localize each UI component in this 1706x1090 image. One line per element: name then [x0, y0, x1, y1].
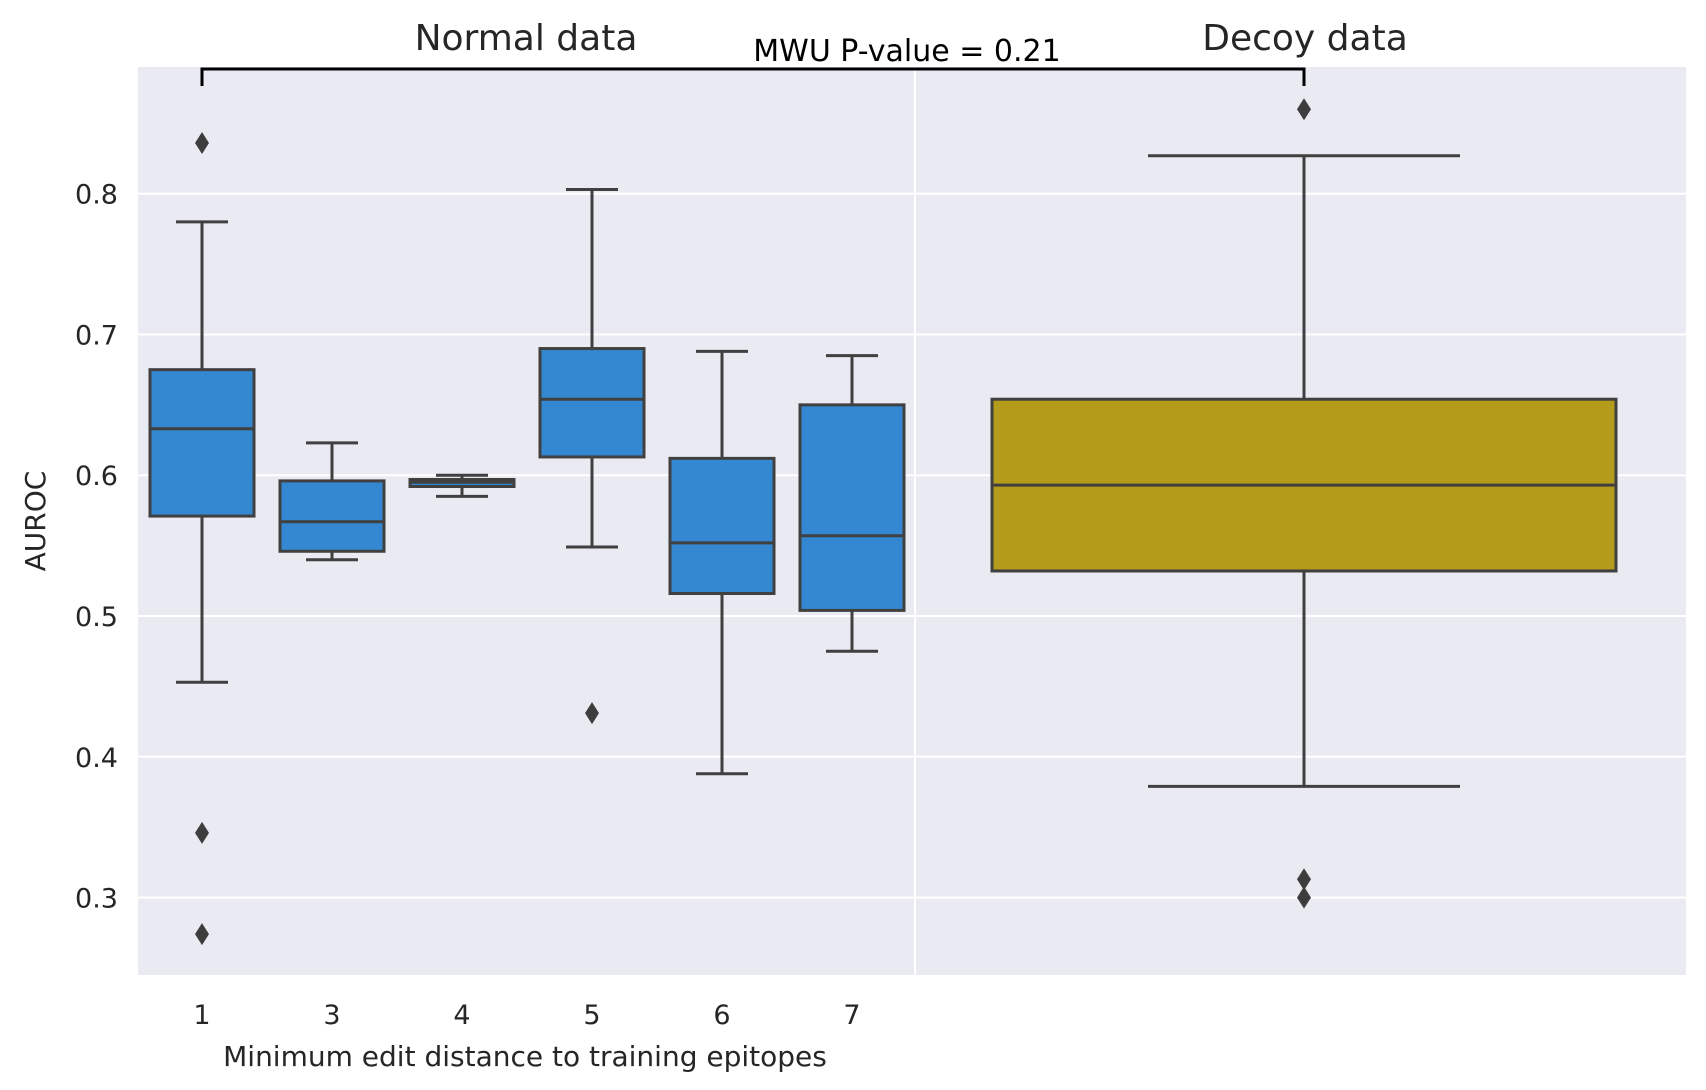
y-tick-label: 0.5	[75, 602, 118, 633]
x-tick-label: 4	[453, 1000, 470, 1031]
y-tick-label: 0.4	[75, 743, 118, 774]
y-axis-label: AUROC	[19, 471, 52, 572]
significance-bracket	[200, 67, 1306, 86]
x-tick-label: 7	[843, 1000, 860, 1031]
boxes	[148, 98, 1618, 946]
iqr-box	[798, 403, 906, 612]
mwu-annotation: MWU P-value = 0.21	[753, 34, 1060, 69]
y-tick-label: 0.8	[75, 180, 118, 211]
grid-lines	[138, 192, 1686, 899]
box-category-6	[668, 349, 776, 776]
group-label-normal: Normal data	[415, 18, 638, 59]
box-category-1	[148, 132, 256, 946]
y-tick-label: 0.3	[75, 884, 118, 915]
box-category-3	[278, 441, 386, 562]
outlier-point	[1297, 868, 1311, 891]
outlier-point	[195, 821, 209, 844]
outlier-point	[585, 702, 599, 725]
outlier-point	[195, 132, 209, 155]
group-label-decoy: Decoy data	[1202, 18, 1408, 59]
iqr-box	[148, 368, 256, 518]
x-tick-labels: 1 3 4 5 6 7	[193, 1000, 860, 1031]
x-tick-label: 5	[583, 1000, 600, 1031]
y-tick-label: 0.7	[75, 320, 118, 351]
x-axis-label: Minimum edit distance to training epitop…	[223, 1040, 827, 1073]
outlier-point	[1297, 886, 1311, 909]
y-tick-labels: 0.3 0.4 0.5 0.6 0.7 0.8	[75, 180, 118, 915]
box-category-5	[538, 187, 646, 725]
iqr-box	[278, 479, 386, 553]
x-tick-label: 1	[193, 1000, 210, 1031]
x-tick-label: 6	[713, 1000, 730, 1031]
outlier-point	[1297, 98, 1311, 121]
y-tick-label: 0.6	[75, 461, 118, 492]
box-category-4	[408, 473, 516, 498]
x-tick-label: 3	[323, 1000, 340, 1031]
outlier-point	[195, 923, 209, 946]
iqr-box	[668, 456, 776, 595]
box-category-7	[798, 354, 906, 653]
box-decoy	[990, 98, 1618, 909]
iqr-box	[538, 347, 646, 459]
